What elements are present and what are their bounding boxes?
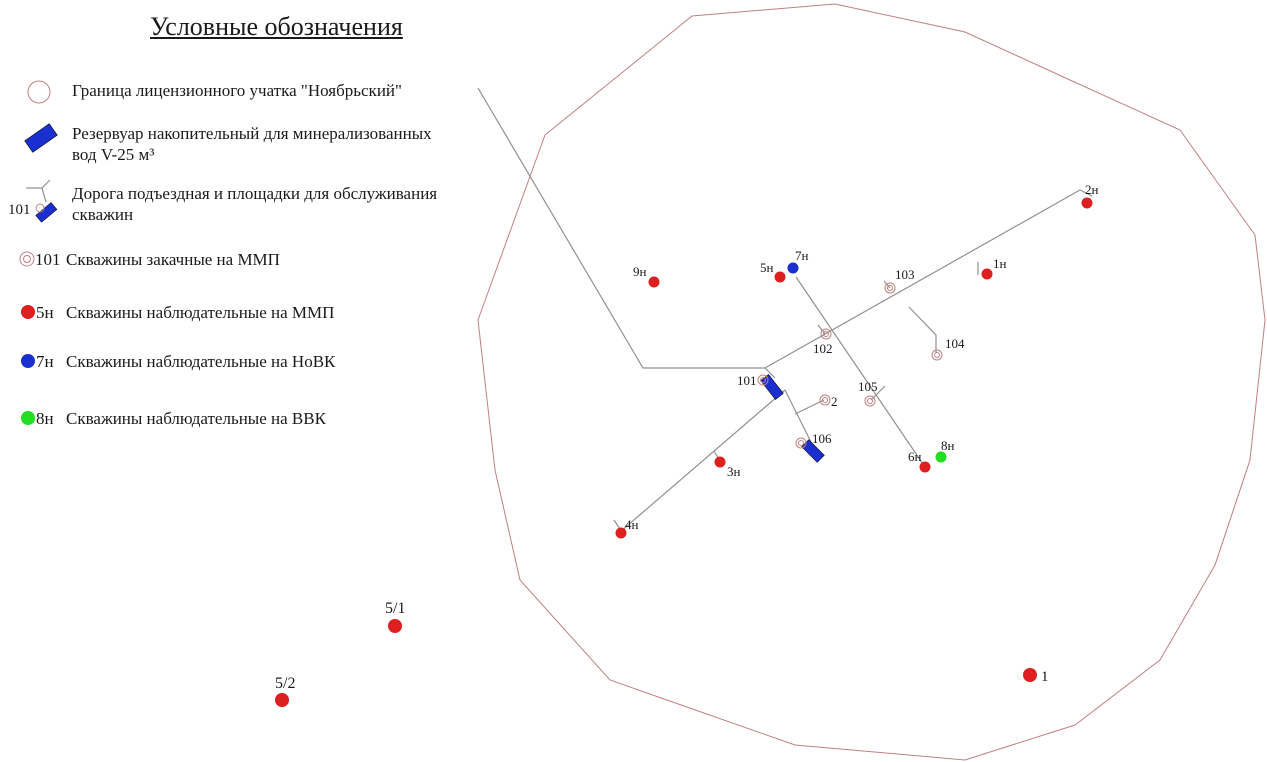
obs-mmp-wells: [275, 197, 1093, 707]
legend-obs-mmp-prefix: 5н: [36, 303, 54, 322]
license-boundary: [477, 3, 1266, 761]
well-label: 3н: [727, 464, 741, 479]
reservoir-legend-icon: [24, 123, 58, 153]
road-legend-icon: [26, 180, 58, 223]
well-label: 105: [858, 379, 878, 394]
injection-well: [884, 282, 896, 294]
road-south: [619, 389, 786, 533]
road-main: [764, 189, 1081, 369]
injection-well: [757, 374, 769, 386]
well-label: 2н: [1085, 182, 1099, 197]
road-to-101: [764, 367, 776, 379]
obs-well-mmp: [388, 619, 402, 633]
well-label: 102: [813, 341, 833, 356]
well-label: 1: [1041, 669, 1049, 685]
well-label: 5/1: [385, 600, 405, 617]
road-to-104: [908, 306, 937, 353]
legend-injection-prefix: 101: [35, 250, 61, 269]
road-stub-2n: [1079, 189, 1093, 197]
obs-well-mmp: [1023, 668, 1037, 682]
road-main-west: [477, 87, 765, 369]
legend-obs-novk-prefix: 7н: [36, 352, 54, 371]
well-label: 9н: [633, 264, 647, 279]
well-label: 103: [895, 267, 915, 282]
legend-label-reservoir-line1: Резервуар накопительный для минерализова…: [72, 124, 432, 143]
well-label: 8н: [941, 438, 955, 453]
road-diagonal-6n: [795, 276, 926, 468]
well-label: 4н: [625, 517, 639, 532]
well-label: 101: [737, 373, 757, 388]
injection-wells: [757, 282, 943, 449]
injection-well: [819, 394, 831, 406]
obs-well-mmp: [275, 693, 289, 707]
injection-well: [795, 437, 807, 449]
injection-well: [820, 328, 832, 340]
obs-well-vvk: [935, 451, 947, 463]
well-label: 106: [812, 431, 832, 446]
injection-well: [864, 395, 876, 407]
road-to-106: [784, 389, 816, 451]
legend-label-road-line1: Дорога подъездная и площадки для обслужи…: [72, 184, 438, 203]
injection-well: [931, 349, 943, 361]
well-label: 6н: [908, 449, 922, 464]
obs-well-mmp: [714, 456, 726, 468]
obs-well-mmp: [615, 527, 627, 539]
injection-legend-icon: [19, 251, 35, 267]
well-label: 7н: [795, 248, 809, 263]
well-label: 1н: [993, 256, 1007, 271]
reservoir-2: [801, 439, 825, 463]
obs-well-mmp: [648, 276, 660, 288]
obs-well-novk: [787, 262, 799, 274]
well-label: 5/2: [275, 675, 295, 692]
obs-mmp-legend-icon: [21, 305, 35, 319]
well-label: 104: [945, 336, 965, 351]
obs-mmp-labels: 2н 1н 9н 5н 3н 4н 6н 5/1 5/2 1: [275, 182, 1099, 692]
obs-well-mmp: [774, 271, 786, 283]
legend: Условные обозначения Граница лицензионно…: [0, 0, 480, 440]
obs-novk-legend-icon: [21, 354, 35, 368]
legend-title: Условные обозначения: [150, 12, 403, 41]
well-label: 5н: [760, 260, 774, 275]
legend-obs-vvk-prefix: 8н: [36, 409, 54, 428]
legend-road-prefix: 101: [8, 202, 31, 218]
legend-label-obs-mmp: Скважины наблюдательные на ММП: [66, 303, 335, 322]
legend-label-obs-novk: Скважины наблюдательные на НоВК: [66, 352, 336, 371]
obs-well-mmp: [1081, 197, 1093, 209]
legend-label-road-line2: скважин: [72, 205, 134, 224]
obs-well-mmp: [919, 461, 931, 473]
injection-well-labels: 102 103 104 105 2 101 106: [737, 267, 965, 446]
road-to-2: [794, 399, 825, 415]
access-road-network: [477, 87, 1093, 533]
obs-well-mmp: [981, 268, 993, 280]
legend-label-injection: Скважины закачные на ММП: [66, 250, 280, 269]
well-label: 2: [831, 394, 838, 409]
legend-label-reservoir-line2: вод V-25 м³: [72, 145, 155, 164]
boundary-legend-icon: [27, 80, 51, 104]
obs-vvk-legend-icon: [21, 411, 35, 425]
legend-label-obs-vvk: Скважины наблюдательные на ВВК: [66, 409, 326, 428]
legend-label-boundary: Граница лицензионного учатка "Ноябрьский…: [72, 81, 402, 100]
